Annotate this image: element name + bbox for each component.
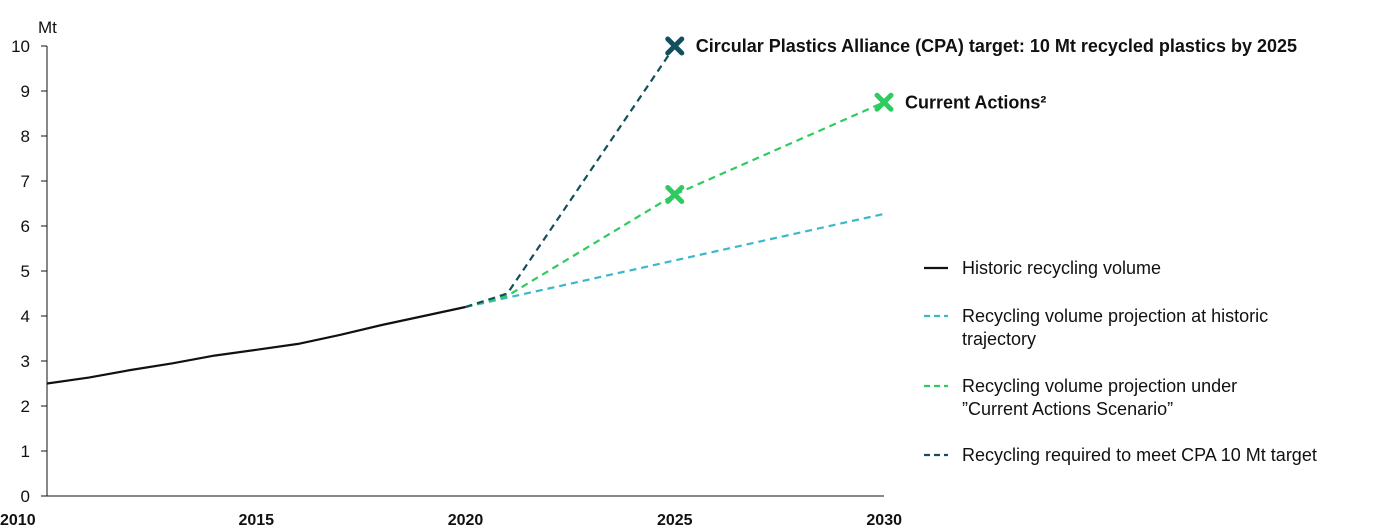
series-line-1 <box>46 305 466 385</box>
x-tick-label: 2030 <box>866 512 902 529</box>
legend-label: trajectory <box>962 329 1036 349</box>
y-tick-label: 0 <box>21 487 30 506</box>
marker-annotation-1: Circular Plastics Alliance (CPA) target:… <box>696 36 1297 56</box>
target-marker-3 <box>665 185 685 204</box>
series-line-4 <box>465 45 676 309</box>
marker-stroke <box>874 92 894 112</box>
legend-item-4: Recycling required to meet CPA 10 Mt tar… <box>924 445 1317 465</box>
chart-series <box>46 45 885 385</box>
legend-label: ”Current Actions Scenario” <box>962 399 1173 419</box>
x-tick-label: 2010 <box>0 512 36 529</box>
x-tick-label: 2015 <box>238 512 274 529</box>
legend-item-2: Recycling volume projection at historic t… <box>924 306 1268 349</box>
y-tick-label: 9 <box>21 82 30 101</box>
legend-label: Historic recycling volume <box>962 258 1161 278</box>
series-line-3 <box>465 101 885 309</box>
chart-markers: Circular Plastics Alliance (CPA) target:… <box>665 36 1297 204</box>
chart-axes: Mt 0 1 2 3 4 5 6 7 8 9 10 2010 2015 2020 2025 2030 <box>0 18 902 529</box>
x-tick-label: 2020 <box>448 512 484 529</box>
legend-item-3: Recycling volume projection under ”Curren… <box>924 376 1237 419</box>
marker-annotation-2: Current Actions² <box>905 92 1046 112</box>
legend-label: Recycling volume projection at historic <box>962 306 1268 326</box>
legend-label: Recycling required to meet CPA 10 Mt tar… <box>962 445 1317 465</box>
target-marker-2 <box>874 92 894 112</box>
y-tick-label: 4 <box>21 307 30 326</box>
y-tick-label: 6 <box>21 217 30 236</box>
y-tick-label: 7 <box>21 172 30 191</box>
series-line-2 <box>465 212 885 309</box>
y-tick-label: 1 <box>21 442 30 461</box>
y-tick-label: 2 <box>21 397 30 416</box>
y-axis-unit-label: Mt <box>38 18 57 37</box>
x-tick-label: 2025 <box>657 512 693 529</box>
y-tick-label: 8 <box>21 127 30 146</box>
chart-legend: Historic recycling volume Recycling volum… <box>924 258 1317 465</box>
marker-stroke <box>665 185 685 204</box>
y-tick-label: 5 <box>21 262 30 281</box>
legend-label: Recycling volume projection under <box>962 376 1237 396</box>
y-tick-label: 10 <box>11 37 30 56</box>
target-marker-1 <box>665 36 685 56</box>
legend-item-1: Historic recycling volume <box>924 258 1161 278</box>
y-tick-label: 3 <box>21 352 30 371</box>
marker-stroke <box>665 36 685 56</box>
